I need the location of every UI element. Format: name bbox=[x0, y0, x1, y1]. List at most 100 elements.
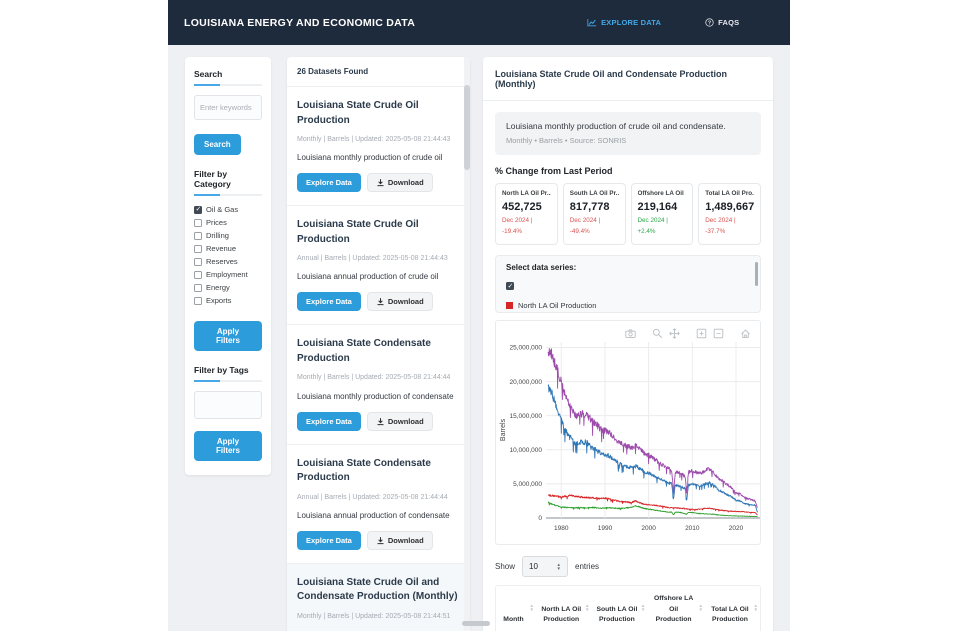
zoom-icon[interactable] bbox=[652, 326, 663, 339]
table-header-row: Month North LA Oil Production South LA Oil… bbox=[496, 586, 760, 631]
column-header-north-la-oil-production[interactable]: North LA Oil Production bbox=[536, 586, 592, 631]
dataset-description: Louisiana annual production of crude oil bbox=[297, 272, 439, 282]
checkbox-reserves[interactable] bbox=[194, 257, 202, 266]
download-button[interactable]: Download bbox=[366, 173, 433, 193]
horizontal-scrollbar-thumb[interactable] bbox=[462, 621, 490, 626]
dataset-description: Louisiana monthly production of crude oi… bbox=[297, 153, 443, 163]
entries-label: entries bbox=[575, 562, 600, 572]
camera-icon[interactable] bbox=[625, 326, 636, 339]
download-icon bbox=[377, 417, 384, 425]
nav-explore-data[interactable]: EXPLORE DATA bbox=[587, 18, 661, 27]
download-icon bbox=[377, 298, 384, 306]
category-label: Oil & Gas bbox=[206, 205, 239, 214]
nav-explore-label: EXPLORE DATA bbox=[601, 18, 662, 27]
chart-container: 0 5,000,000 10,000,000 15,000,000 20,000,000… bbox=[495, 320, 761, 546]
download-icon bbox=[377, 179, 384, 187]
dataset-meta: Monthly | Barrels | Updated: 2025-05-08 … bbox=[297, 374, 451, 382]
series-items: North LA Oil Production bbox=[506, 277, 750, 312]
column-header-label: Offshore LA Oil Production bbox=[653, 595, 694, 623]
series-checkbox-north-la-oil-production[interactable] bbox=[506, 282, 514, 291]
column-header-south-la-oil-production[interactable]: South LA Oil Production bbox=[591, 586, 648, 631]
top-navbar: LOUISIANA ENERGY AND ECONOMIC DATA EXPLO… bbox=[168, 0, 790, 45]
category-label: Drilling bbox=[206, 231, 229, 240]
home-icon[interactable] bbox=[740, 326, 751, 339]
dataset-item: Louisiana State Condensate Production Mon… bbox=[287, 325, 470, 445]
svg-text:1990: 1990 bbox=[598, 525, 613, 532]
datasets-scrollbar-track[interactable] bbox=[464, 57, 470, 631]
detail-description: Louisiana monthly production of crude oi… bbox=[506, 121, 726, 131]
dataset-title: Louisiana State Condensate Production bbox=[297, 338, 431, 364]
sort-icon bbox=[754, 604, 758, 612]
checkbox-revenue[interactable] bbox=[194, 244, 202, 253]
line-chart-icon bbox=[587, 19, 597, 27]
data-table-wrapper: Month North LA Oil Production South LA Oil… bbox=[495, 585, 761, 631]
stat-value: 1,489,667 bbox=[705, 201, 755, 213]
stat-change: Dec 2024 | +2.4% bbox=[637, 217, 668, 235]
dataset-item: Louisiana State Condensate Production Ann… bbox=[287, 445, 470, 564]
series-legend-row: North LA Oil Production bbox=[506, 301, 750, 310]
download-button[interactable]: Download bbox=[366, 530, 433, 550]
stat-card: Offshore LA Oil ... 219,164 Dec 2024 | +2.… bbox=[630, 183, 694, 246]
zoom-out-icon[interactable] bbox=[713, 326, 724, 339]
explore-data-button[interactable]: Explore Data bbox=[297, 173, 361, 193]
checkbox-drilling[interactable] bbox=[194, 231, 202, 240]
svg-text:15,000,000: 15,000,000 bbox=[509, 413, 542, 420]
accent-divider bbox=[194, 194, 262, 196]
svg-text:2020: 2020 bbox=[729, 525, 744, 532]
dataset-item: Louisiana State Crude Oil Production Annu… bbox=[287, 206, 470, 326]
column-header-month[interactable]: Month bbox=[496, 586, 536, 631]
detail-meta: Monthly • Barrels • Source: SONRIS bbox=[506, 136, 627, 145]
data-table: Month North LA Oil Production South LA Oil… bbox=[496, 586, 760, 631]
page-size-select[interactable]: 10 bbox=[522, 556, 569, 578]
column-header-offshore-la-oil-production[interactable]: Offshore LA Oil Production bbox=[647, 586, 705, 631]
svg-text:25,000,000: 25,000,000 bbox=[509, 345, 542, 352]
category-label: Reserves bbox=[206, 257, 238, 266]
stat-change: Dec 2024 | -49.4% bbox=[569, 217, 601, 235]
pan-icon[interactable] bbox=[669, 326, 680, 340]
datasets-panel: 26 Datasets Found Louisiana State Crude … bbox=[287, 57, 470, 631]
category-label: Energy bbox=[206, 283, 230, 292]
apply-filters-button[interactable]: Apply Filters bbox=[194, 321, 262, 351]
select-arrows-icon bbox=[557, 563, 561, 571]
explore-data-button[interactable]: Explore Data bbox=[297, 411, 361, 431]
column-header-total-la-oil-production[interactable]: Total LA Oil Production bbox=[704, 586, 760, 631]
checkbox-employment[interactable] bbox=[194, 270, 202, 279]
category-row-exports: Exports bbox=[194, 296, 262, 305]
app-window: LOUISIANA ENERGY AND ECONOMIC DATA EXPLO… bbox=[168, 0, 790, 631]
checkbox-energy[interactable] bbox=[194, 283, 202, 292]
zoom-in-icon[interactable] bbox=[696, 326, 707, 339]
checkbox-prices[interactable] bbox=[194, 218, 202, 227]
apply-tags-button[interactable]: Apply Filters bbox=[194, 431, 262, 461]
stat-label: Offshore LA Oil ... bbox=[637, 190, 687, 197]
dataset-list: Louisiana State Crude Oil Production Mont… bbox=[287, 87, 470, 631]
dataset-meta: Annual | Barrels | Updated: 2025-05-08 2… bbox=[297, 255, 448, 263]
svg-text:?: ? bbox=[708, 20, 711, 26]
datasets-scrollbar-thumb[interactable] bbox=[464, 85, 470, 170]
dataset-meta: Annual | Barrels | Updated: 2025-05-08 2… bbox=[297, 493, 448, 501]
nav-faqs[interactable]: ? FAQS bbox=[705, 18, 739, 27]
explore-data-button[interactable]: Explore Data bbox=[297, 530, 361, 550]
datasets-count: 26 Datasets Found bbox=[287, 57, 470, 87]
dataset-title: Louisiana State Condensate Production bbox=[297, 457, 431, 484]
download-label: Download bbox=[387, 297, 424, 307]
production-chart[interactable]: 0 5,000,000 10,000,000 15,000,000 20,000,000… bbox=[496, 321, 761, 544]
tags-input[interactable] bbox=[194, 391, 262, 419]
download-button[interactable]: Download bbox=[366, 292, 433, 312]
svg-text:0: 0 bbox=[538, 516, 542, 523]
download-button[interactable]: Download bbox=[366, 411, 433, 431]
dataset-title: Louisiana State Crude Oil Production bbox=[297, 219, 419, 245]
explore-data-button[interactable]: Explore Data bbox=[297, 292, 361, 312]
svg-text:10,000,000: 10,000,000 bbox=[509, 447, 542, 454]
download-label: Download bbox=[387, 416, 424, 426]
dataset-item: Louisiana State Crude Oil and Condensate… bbox=[287, 563, 470, 631]
dataset-title: Louisiana State Crude Oil and Condensate… bbox=[297, 576, 458, 603]
checkbox-oil-gas[interactable] bbox=[194, 205, 202, 214]
checkbox-exports[interactable] bbox=[194, 296, 202, 305]
dataset-meta: Monthly | Barrels | Updated: 2025-05-08 … bbox=[297, 136, 451, 143]
category-label: Exports bbox=[206, 296, 232, 305]
download-icon bbox=[377, 536, 384, 544]
search-button[interactable]: Search bbox=[194, 134, 241, 155]
category-row-revenue: Revenue bbox=[194, 244, 262, 253]
search-input[interactable] bbox=[194, 95, 262, 120]
series-scrollbar-thumb[interactable] bbox=[755, 262, 758, 287]
